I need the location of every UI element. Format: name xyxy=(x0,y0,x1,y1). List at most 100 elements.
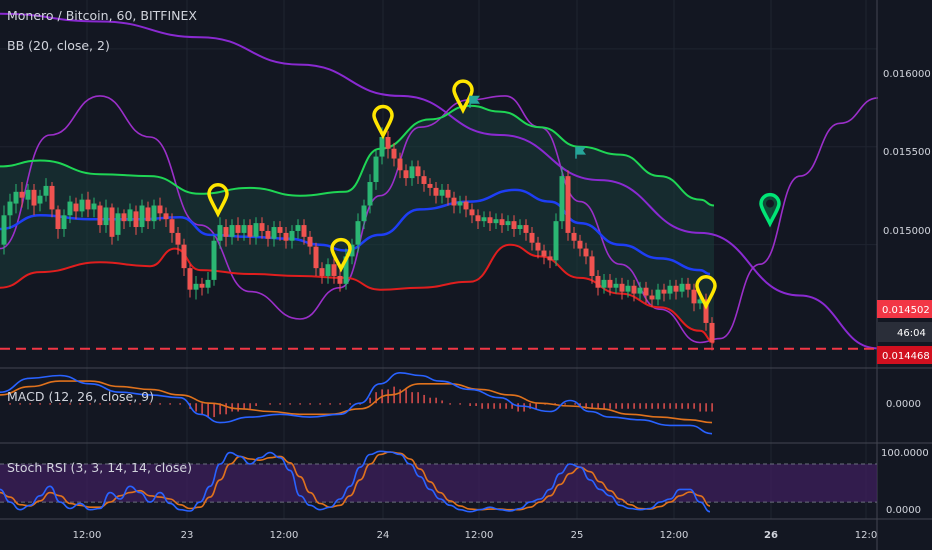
candle-body xyxy=(391,148,397,159)
price-tick: 0.016000 xyxy=(883,69,931,80)
macd-pane[interactable]: MACD (12, 26, close, 9) xyxy=(0,371,713,435)
bollinger-lower-band xyxy=(0,243,715,344)
macd-label: MACD (12, 26, close, 9) xyxy=(7,389,154,404)
yellow-marker[interactable] xyxy=(372,104,394,140)
candle xyxy=(469,203,475,224)
macd-histogram-bar xyxy=(299,403,301,405)
stoch-rsi-band xyxy=(0,464,877,503)
flag-icon[interactable] xyxy=(575,146,586,159)
candle xyxy=(55,205,61,239)
candle-body xyxy=(349,244,355,257)
candle xyxy=(373,150,379,190)
macd-histogram-bar xyxy=(279,403,281,405)
yellow-marker[interactable] xyxy=(330,237,352,273)
low-price-tag xyxy=(877,346,932,364)
candle-body xyxy=(229,225,235,237)
candle xyxy=(133,205,139,235)
candle-body xyxy=(409,166,415,179)
price-pane[interactable] xyxy=(0,12,879,351)
candle xyxy=(79,193,85,218)
macd-histogram-bar xyxy=(711,403,713,412)
candle xyxy=(193,275,199,300)
candle-body xyxy=(13,191,19,204)
candles xyxy=(1,127,715,351)
macd-histogram-bar xyxy=(169,403,171,405)
candle-body xyxy=(673,285,679,292)
yellow-marker[interactable] xyxy=(207,183,229,218)
candle-body xyxy=(475,215,481,222)
candle-body xyxy=(301,225,307,237)
candle xyxy=(571,227,577,249)
macd-histogram-bar xyxy=(269,403,271,405)
candle-body xyxy=(421,176,427,184)
stoch-axis-tick: 100.0000 xyxy=(881,448,929,459)
macd-histogram-bar xyxy=(517,403,519,412)
candle-body xyxy=(517,225,523,229)
candle xyxy=(541,244,547,265)
candle xyxy=(145,201,151,229)
macd-histogram-bar xyxy=(585,403,587,409)
candle-body xyxy=(601,279,607,288)
candle xyxy=(7,193,13,229)
candle xyxy=(493,213,499,229)
macd-histogram-bar xyxy=(469,403,471,406)
trend-line[interactable] xyxy=(0,12,879,350)
candle-body xyxy=(589,256,595,276)
macd-histogram-bar xyxy=(99,403,101,405)
candle-body xyxy=(307,236,313,247)
candle xyxy=(643,281,649,304)
yellow-marker[interactable] xyxy=(695,275,717,310)
candle xyxy=(229,219,235,245)
candle xyxy=(217,217,223,249)
flag-icon[interactable] xyxy=(469,95,480,108)
macd-histogram-bar xyxy=(499,403,501,409)
candle-body xyxy=(457,201,463,206)
macd-histogram-bar xyxy=(597,403,599,409)
macd-histogram-bar xyxy=(309,403,311,405)
candle xyxy=(223,219,229,247)
candle xyxy=(529,227,535,251)
candle-body xyxy=(631,285,637,294)
stoch-rsi-pane[interactable]: Stoch RSI (3, 3, 14, 14, close) xyxy=(0,450,877,513)
candle-body xyxy=(337,275,343,284)
time-tick: 26 xyxy=(764,530,778,541)
candle-body xyxy=(523,225,529,233)
macd-histogram-bar xyxy=(459,403,461,405)
macd-histogram-bar xyxy=(681,403,683,409)
candle xyxy=(481,211,487,228)
macd-histogram-bar xyxy=(59,403,61,405)
macd-histogram-bar xyxy=(213,403,215,418)
time-axis[interactable]: 12:00 23 12:00 24 12:00 25 12:00 26 12:0 xyxy=(73,530,878,541)
candle-body xyxy=(73,203,79,212)
candle-body xyxy=(253,223,259,237)
candle xyxy=(661,283,667,302)
candle xyxy=(655,283,661,306)
candle-body xyxy=(451,197,457,206)
candle-body xyxy=(121,213,127,222)
candle-body xyxy=(283,232,289,241)
candle xyxy=(37,189,43,212)
candle xyxy=(295,219,301,239)
green-marker[interactable] xyxy=(759,192,781,228)
candle-body xyxy=(427,183,433,188)
candle-body xyxy=(355,221,361,245)
macd-histogram-bar xyxy=(579,403,581,406)
price-axis[interactable]: 0.016000 0.015500 0.015000 0.014502 46:0… xyxy=(877,69,932,516)
candle xyxy=(1,205,7,255)
candle-body xyxy=(703,299,709,323)
candle-body xyxy=(697,299,703,304)
candle xyxy=(19,182,25,208)
macd-histogram-bar xyxy=(699,403,701,412)
candle xyxy=(685,277,691,298)
macd-histogram-bar xyxy=(29,403,31,405)
candle xyxy=(277,221,283,241)
candle-body xyxy=(433,187,439,196)
candle-body xyxy=(169,219,175,233)
candle-body xyxy=(223,227,229,237)
candle xyxy=(523,219,529,241)
candle-body xyxy=(265,230,271,239)
candle-body xyxy=(691,289,697,304)
time-tick: 23 xyxy=(181,530,194,541)
candle-body xyxy=(49,185,55,210)
